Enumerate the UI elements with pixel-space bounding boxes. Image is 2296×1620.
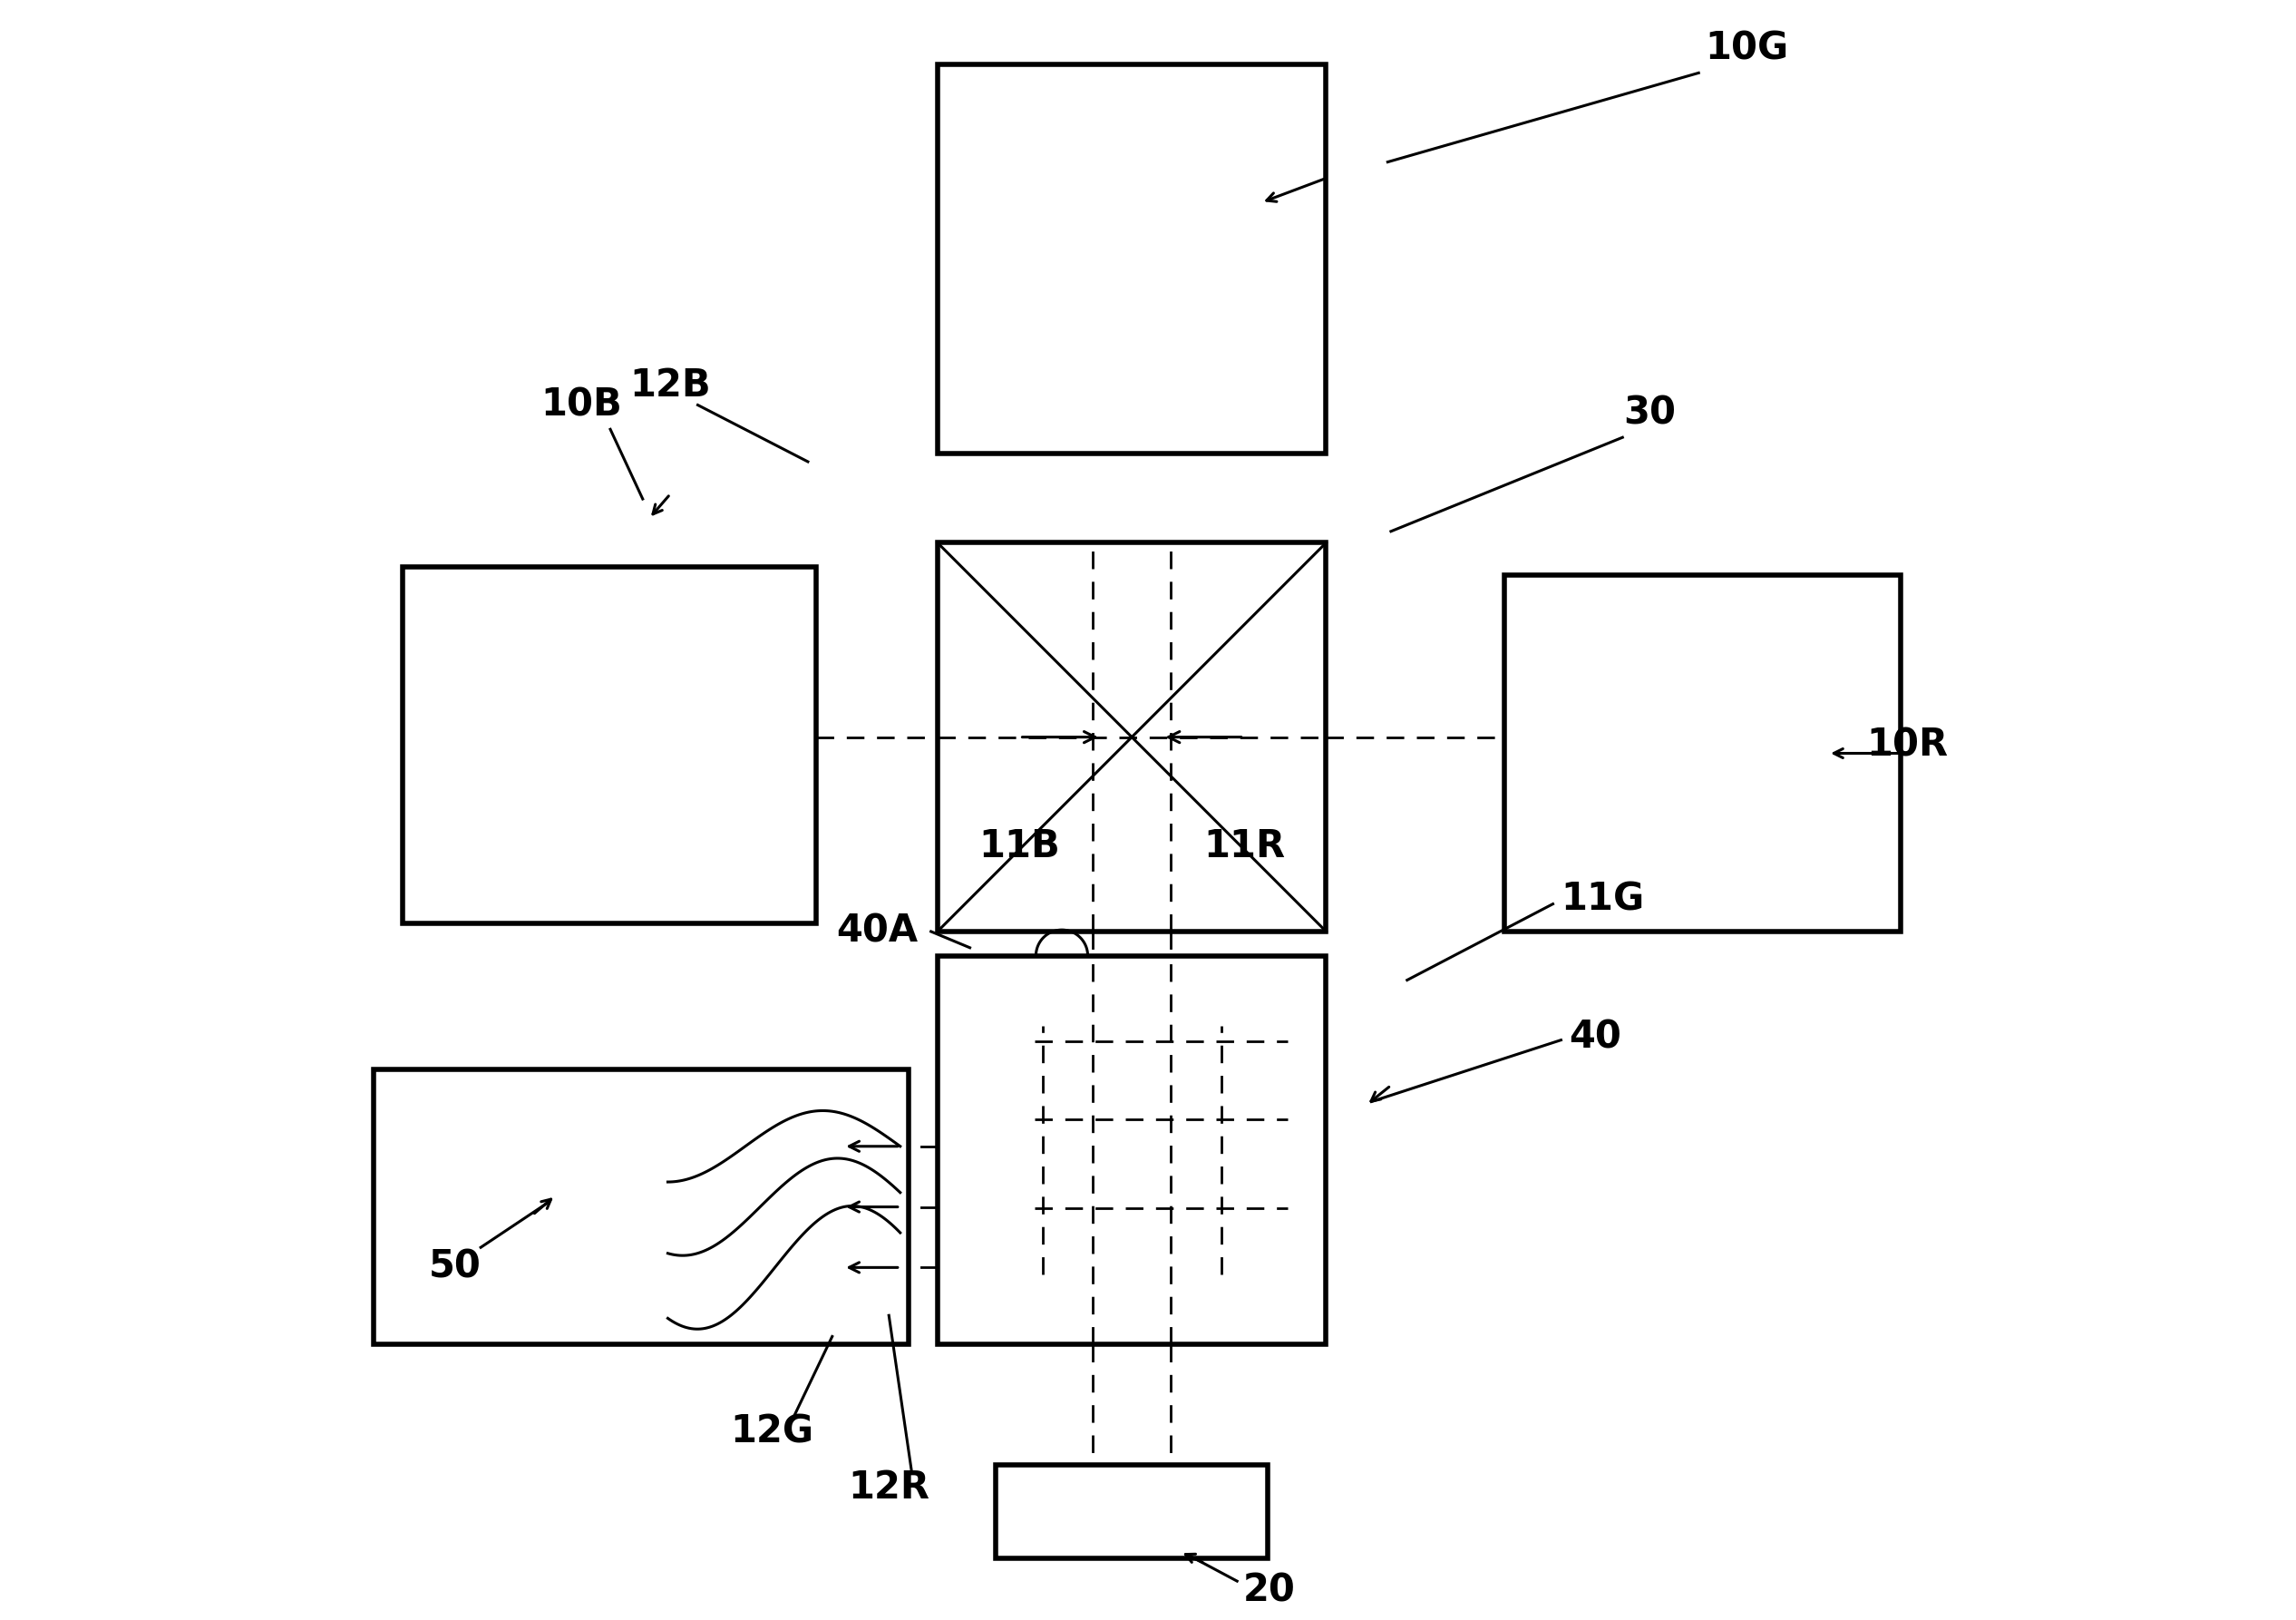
Bar	[937, 543, 1327, 931]
Bar	[1504, 575, 1901, 931]
Text: 11R: 11R	[1203, 826, 1286, 865]
Text: 10B: 10B	[540, 386, 622, 424]
Bar	[374, 1069, 909, 1345]
Bar	[404, 567, 815, 923]
Bar	[937, 65, 1327, 454]
Text: 11G: 11G	[1561, 880, 1644, 919]
Text: 10R: 10R	[1867, 726, 1947, 765]
Text: 12R: 12R	[847, 1468, 930, 1507]
Text: 40A: 40A	[836, 912, 918, 951]
Bar	[937, 956, 1327, 1345]
Text: 10G: 10G	[1706, 29, 1789, 68]
Bar	[996, 1464, 1267, 1558]
Text: 20: 20	[1242, 1571, 1295, 1610]
Text: 11B: 11B	[978, 826, 1061, 865]
Text: 12B: 12B	[629, 366, 712, 405]
Text: 30: 30	[1623, 394, 1676, 433]
Text: 50: 50	[429, 1247, 482, 1286]
Text: 40: 40	[1568, 1017, 1621, 1056]
Text: 12G: 12G	[730, 1413, 815, 1452]
